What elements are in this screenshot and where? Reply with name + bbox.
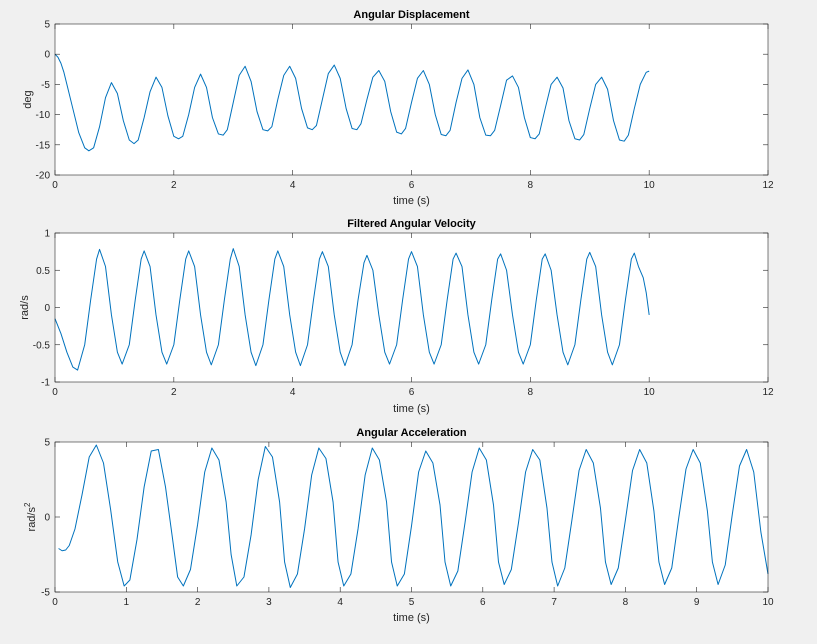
x-tick-label: 8 [528,180,534,191]
x-tick-label: 2 [171,180,177,191]
plot-area [54,53,650,152]
y-axis-label: deg [22,90,34,108]
series-line [54,248,650,371]
plot-area [58,444,769,588]
axes-box [54,232,769,383]
y-axis-label: rad/s [19,295,31,320]
x-tick-label: 10 [762,597,774,608]
y-tick-label: 0 [44,303,50,314]
x-tick-labels: 0 2 4 6 8 10 12 [52,180,774,191]
y-tick-label: 5 [44,438,50,449]
y-axis-label-text: rad/s [26,507,38,532]
x-tick-label: 6 [409,387,415,398]
x-tick-label: 10 [644,180,656,191]
x-tick-label: 10 [644,387,656,398]
plot-title: Angular Displacement [353,9,469,21]
x-tick-label: 12 [762,387,774,398]
y-tick-label: -10 [36,110,51,121]
y-tick-label: 5 [44,20,50,31]
x-tick-label: 0 [52,387,58,398]
y-tick-label: 0 [44,50,50,61]
y-tick-label: 1 [44,229,50,240]
y-tick-label: -20 [36,171,51,182]
subplot-filtered-angular-velocity: 0 2 4 6 8 10 12 1 0.5 0 -0.5 -1 Filtered Angular V… [19,218,774,415]
y-axis-label-text: rad/s [19,295,31,320]
x-tick-label: 8 [528,387,534,398]
axes-box [54,441,769,593]
y-tick-label: -0.5 [33,340,51,351]
plot-title: Filtered Angular Velocity [347,218,476,230]
y-tick-label: -5 [41,588,50,599]
y-tick-labels: 5 0 -5 -10 -15 -20 [36,20,51,182]
series-line [54,53,650,152]
x-tick-label: 8 [623,597,629,608]
x-tick-label: 1 [124,597,130,608]
x-tick-label: 12 [762,180,774,191]
axes-background [55,233,768,382]
y-tick-label: -15 [36,140,51,151]
x-tick-label: 2 [171,387,177,398]
y-tick-label: -1 [41,378,50,389]
series-line [58,444,769,588]
x-tick-label: 7 [551,597,557,608]
x-axis-label: time (s) [393,403,430,415]
x-tick-label: 0 [52,597,58,608]
subplot-angular-acceleration: 0 1 2 3 4 5 6 7 8 9 10 50-5 Angular Acceleration t… [23,427,774,624]
x-tick-labels: 0 1 2 3 4 5 6 7 8 9 10 [52,597,774,608]
y-tick-label: -5 [41,80,50,91]
x-tick-label: 2 [195,597,201,608]
x-tick-label: 4 [290,387,296,398]
x-tick-labels: 0 2 4 6 8 10 12 [52,387,774,398]
x-tick-label: 6 [480,597,486,608]
x-tick-label: 9 [694,597,700,608]
y-tick-label: 0.5 [36,266,50,277]
y-axis-label: rad/s2 [23,502,38,531]
y-tick-labels: 5 0 -5 [41,438,50,599]
x-tick-label: 0 [52,180,58,191]
x-tick-label: 4 [290,180,296,191]
x-axis-label: time (s) [393,195,430,207]
y-axis-label-text: deg [22,90,34,108]
plot-area [54,248,650,371]
y-axis-label-superscript: 2 [23,502,32,507]
subplot-angular-displacement: 0 2 4 6 8 10 12 5 0 -5 -10 -15 -20 Angular Displace… [22,9,774,207]
y-tick-label: 0 [44,513,50,524]
y-tick-labels: 1 0.5 0 -0.5 -1 [33,229,51,389]
x-tick-label: 5 [409,597,415,608]
x-tick-label: 3 [266,597,272,608]
plot-title: Angular Acceleration [356,427,467,439]
x-axis-label: time (s) [393,612,430,624]
axes-background [55,24,768,175]
x-tick-label: 4 [337,597,343,608]
axes-background [55,442,768,592]
x-tick-label: 6 [409,180,415,191]
axes-box [54,23,769,176]
